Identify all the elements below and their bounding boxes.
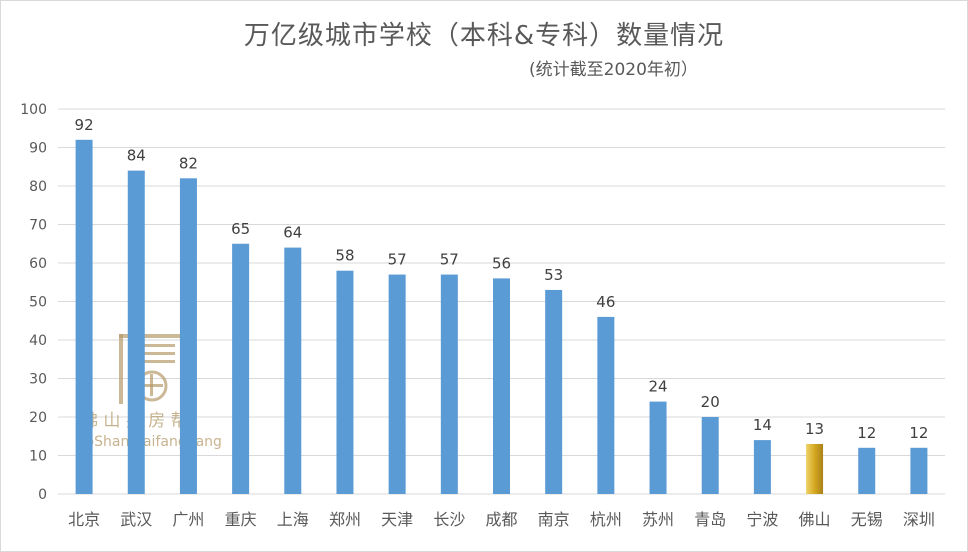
category-label: 苏州 (642, 510, 674, 529)
data-label: 58 (335, 247, 354, 265)
watermark-en-text: FoShanmaifangbang (78, 434, 222, 450)
y-tick-label: 40 (29, 333, 47, 349)
bar (388, 274, 406, 494)
data-label: 57 (440, 251, 459, 269)
category-labels: 北京 武汉 广州 重庆 上海 郑州 天津 长沙 成都 南京 杭州 苏州 青岛 宁波 佛山 无锡 深圳 (68, 510, 935, 529)
y-tick-label: 50 (29, 295, 47, 311)
category-label: 广州 (172, 510, 204, 529)
data-label: 46 (596, 293, 615, 311)
bar (75, 139, 93, 495)
bar (753, 440, 771, 494)
bar (440, 274, 458, 494)
bar (910, 447, 928, 494)
y-tick-label: 70 (29, 218, 47, 234)
bar (545, 289, 563, 494)
y-tick-label: 80 (29, 179, 47, 195)
data-label: 14 (753, 416, 772, 434)
data-label: 24 (648, 378, 667, 396)
data-label: 82 (179, 154, 198, 172)
category-label: 长沙 (433, 510, 465, 529)
category-label: 武汉 (120, 510, 152, 529)
bar (806, 443, 824, 494)
bar (858, 447, 876, 494)
data-label: 92 (75, 116, 94, 134)
chart-title: 万亿级城市学校（本科&专科）数量情况 (243, 21, 725, 51)
data-label: 84 (127, 147, 146, 165)
category-label: 青岛 (694, 510, 726, 529)
data-label: 64 (283, 224, 302, 242)
category-label: 宁波 (746, 510, 778, 529)
bar (179, 178, 197, 495)
y-tick-label: 10 (29, 449, 47, 465)
y-tick-label: 90 (29, 141, 47, 157)
bar (597, 316, 615, 494)
data-label: 12 (909, 424, 928, 442)
chart-subtitle: (统计截至2020年初） (529, 60, 698, 80)
data-labels: 92 84 82 65 64 58 57 57 56 53 46 24 20 14 13 12 12 (75, 116, 929, 442)
category-label: 佛山 (799, 510, 831, 529)
data-label: 57 (388, 251, 407, 269)
bar (232, 243, 250, 494)
y-axis: 0 10 20 30 40 50 60 70 80 90 100 (20, 102, 47, 503)
bar (649, 401, 667, 494)
data-label: 12 (857, 424, 876, 442)
category-label: 上海 (277, 510, 309, 529)
bar (336, 270, 354, 494)
category-label: 天津 (381, 510, 413, 529)
data-label: 13 (805, 420, 824, 438)
bar (493, 278, 510, 494)
bar (701, 417, 719, 494)
y-tick-label: 0 (38, 487, 47, 503)
y-tick-label: 60 (29, 256, 47, 272)
category-label: 杭州 (590, 510, 622, 529)
category-label: 重庆 (225, 510, 257, 529)
y-tick-label: 100 (20, 102, 47, 118)
category-label: 北京 (68, 510, 100, 529)
data-label: 53 (544, 266, 563, 284)
data-label: 56 (492, 254, 511, 272)
bars (75, 139, 928, 495)
category-label: 成都 (485, 510, 517, 529)
bar (284, 247, 302, 494)
category-label: 郑州 (329, 510, 361, 529)
y-tick-label: 20 (29, 410, 47, 426)
data-label: 65 (231, 220, 250, 238)
category-label: 无锡 (851, 510, 883, 529)
category-label: 南京 (538, 510, 570, 529)
y-tick-label: 30 (29, 372, 47, 388)
data-label: 20 (701, 393, 720, 411)
category-label: 深圳 (903, 510, 935, 529)
watermark-logo: 佛 山 买 房 帮 FoShanmaifangbang (78, 334, 222, 450)
bar (127, 170, 145, 494)
